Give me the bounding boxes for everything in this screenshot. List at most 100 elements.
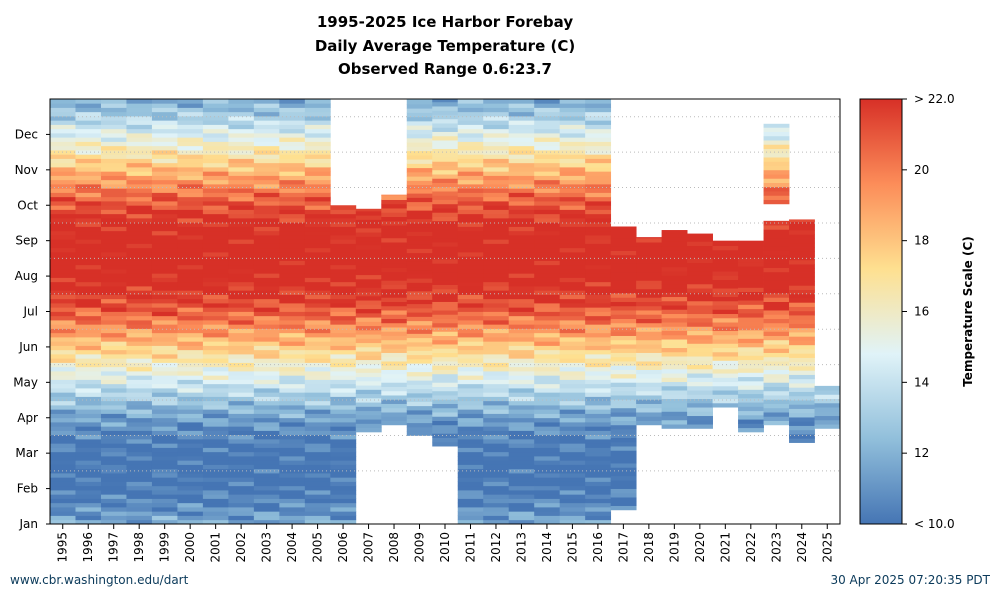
x-tick-label: 1995 xyxy=(56,532,70,563)
footer-url[interactable]: www.cbr.washington.edu/dart xyxy=(10,573,189,587)
heatmap-cell xyxy=(789,234,815,239)
heatmap-cell xyxy=(508,371,535,376)
heatmap-cell xyxy=(151,413,178,419)
heatmap-cell xyxy=(763,322,790,328)
heatmap-cell xyxy=(610,284,637,290)
heatmap-cell xyxy=(304,264,331,270)
heatmap-cell xyxy=(661,288,688,293)
heatmap-cell xyxy=(381,403,408,409)
heatmap-cell xyxy=(559,439,586,444)
heatmap-cell xyxy=(585,320,612,325)
year-column-2001 xyxy=(202,99,229,525)
heatmap-cell xyxy=(330,409,357,414)
heatmap-cell xyxy=(687,309,713,315)
heatmap-cell xyxy=(585,392,612,397)
heatmap-cell xyxy=(559,277,586,283)
heatmap-cell xyxy=(151,345,178,351)
heatmap-cell xyxy=(406,295,433,300)
heatmap-cell xyxy=(687,411,713,417)
heatmap-cell xyxy=(636,407,663,413)
heatmap-cell xyxy=(381,194,408,196)
heatmap-cell xyxy=(202,358,229,363)
heatmap-cell xyxy=(228,171,255,176)
x-tick-label: 2022 xyxy=(744,532,758,563)
heatmap-cell xyxy=(534,426,561,431)
heatmap-cell xyxy=(75,443,102,448)
heatmap-cell xyxy=(483,447,510,453)
heatmap-cell xyxy=(814,407,841,412)
heatmap-cell xyxy=(202,451,229,457)
heatmap-cell xyxy=(253,337,280,342)
heatmap-cell xyxy=(534,400,561,406)
heatmap-cell xyxy=(687,381,713,387)
heatmap-cell xyxy=(202,179,229,185)
heatmap-cell xyxy=(75,460,102,465)
heatmap-cell xyxy=(279,430,306,436)
heatmap-cell xyxy=(151,247,178,253)
heatmap-cell xyxy=(355,270,382,276)
heatmap-cell xyxy=(279,269,306,274)
heatmap-cell xyxy=(279,107,306,113)
heatmap-cell xyxy=(100,294,127,300)
heatmap-cell xyxy=(50,294,76,300)
heatmap-cell xyxy=(457,167,484,172)
heatmap-cell xyxy=(304,145,331,151)
y-tick-label: Sep xyxy=(15,234,38,248)
heatmap-cell xyxy=(483,226,510,232)
heatmap-cell xyxy=(534,379,561,385)
heatmap-cell xyxy=(508,443,535,448)
heatmap-cell xyxy=(661,283,688,289)
heatmap-cell xyxy=(432,373,459,379)
heatmap-cell xyxy=(585,218,612,223)
heatmap-cell xyxy=(610,250,637,256)
heatmap-cell xyxy=(126,260,153,266)
heatmap-cell xyxy=(381,254,408,260)
heatmap-cell xyxy=(75,196,102,202)
heatmap-cell xyxy=(712,258,739,264)
heatmap-cell xyxy=(457,124,484,130)
heatmap-cell xyxy=(508,137,535,142)
heatmap-cell xyxy=(253,434,280,440)
heatmap-cell xyxy=(330,303,357,308)
heatmap-cell xyxy=(177,222,204,227)
heatmap-cell xyxy=(432,416,459,421)
heatmap-cell xyxy=(559,383,586,389)
heatmap-cell xyxy=(712,254,739,259)
heatmap-cell xyxy=(126,256,153,261)
heatmap-cell xyxy=(406,167,433,173)
heatmap-cell xyxy=(330,294,357,300)
heatmap-cell xyxy=(534,222,561,227)
heatmap-cell xyxy=(534,286,561,291)
heatmap-cell xyxy=(228,133,255,138)
heatmap-cell xyxy=(50,273,76,278)
heatmap-cell xyxy=(253,507,280,512)
heatmap-cell xyxy=(228,375,255,380)
heatmap-cell xyxy=(738,389,764,395)
heatmap-cell xyxy=(355,208,382,212)
heatmap-cell xyxy=(381,331,408,336)
heatmap-cell xyxy=(202,209,229,215)
heatmap-cell xyxy=(763,276,790,281)
heatmap-cell xyxy=(330,247,357,253)
heatmap-cell xyxy=(508,349,535,355)
heatmap-cell xyxy=(228,184,255,189)
heatmap-cell xyxy=(636,331,663,336)
x-tick-label: 2018 xyxy=(642,532,656,563)
heatmap-cell xyxy=(126,464,153,470)
heatmap-cell xyxy=(330,443,357,448)
heatmap-cell xyxy=(457,298,484,304)
heatmap-cell xyxy=(789,242,815,248)
heatmap-cell xyxy=(661,271,688,276)
heatmap-cell xyxy=(559,328,586,334)
heatmap-cell xyxy=(355,236,382,242)
heatmap-cell xyxy=(100,362,127,368)
heatmap-cell xyxy=(304,192,331,198)
heatmap-cell xyxy=(202,315,229,321)
heatmap-cell xyxy=(75,405,102,410)
heatmap-cell xyxy=(228,111,255,117)
heatmap-cell xyxy=(483,371,510,376)
heatmap-cell xyxy=(381,229,408,234)
heatmap-cell xyxy=(151,171,178,176)
heatmap-cell xyxy=(126,239,153,244)
heatmap-cell xyxy=(406,116,433,122)
